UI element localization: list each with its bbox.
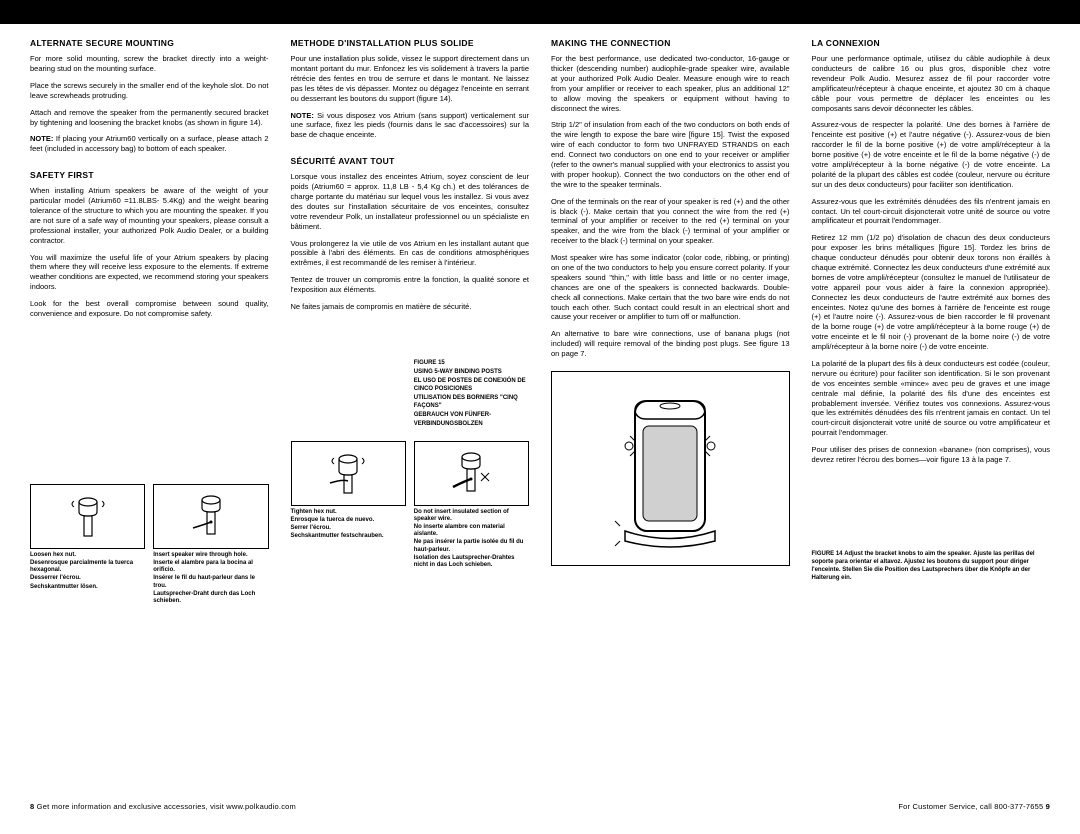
caption-line: Desserrer l'écrou. — [30, 575, 145, 582]
note-label: NOTE: — [30, 134, 53, 143]
body-text: For more solid mounting, screw the brack… — [30, 54, 269, 74]
page-footer: 8 Get more information and exclusive acc… — [0, 802, 1080, 812]
caption-line: Tighten hex nut. — [291, 509, 406, 516]
column-3: MAKING THE CONNECTION For the best perfo… — [551, 36, 790, 796]
footer-right: For Customer Service, call 800-377-7655 … — [898, 802, 1050, 812]
figure-row-right: Tighten hex nut. Enrosque la tuerca de n… — [291, 441, 530, 571]
page-number-left: 8 — [30, 802, 34, 811]
header-bar — [0, 0, 1080, 24]
body-text: Assurez-vous que les extrémités dénudées… — [812, 197, 1051, 227]
figure-item-a: Loosen hex nut. Desenrosque parcialmente… — [30, 484, 145, 606]
body-text: Look for the best overall compromise bet… — [30, 299, 269, 319]
caption-line: GEBRAUCH VON FÜNFER-VERBINDUNGSBOLZEN — [414, 411, 529, 427]
caption-line: Do not insert insulated section of speak… — [414, 509, 529, 523]
body-text: Attach and remove the speaker from the p… — [30, 108, 269, 128]
figure-caption: Insert speaker wire through hole. Insert… — [153, 552, 268, 605]
body-text: La polarité de la plupart des fils à deu… — [812, 359, 1051, 438]
caption-line: Isolation des Lautsprecher-Drahtes nicht… — [414, 555, 529, 569]
figure-caption: Do not insert insulated section of speak… — [414, 509, 529, 570]
heading-alternate-mounting: ALTERNATE SECURE MOUNTING — [30, 38, 269, 49]
body-text: If placing your Atrium60 vertically on a… — [30, 134, 269, 153]
caption-line: Sechskantmutter festschrauben. — [291, 533, 406, 540]
heading-methode-installation: METHODE D'INSTALLATION PLUS SOLIDE — [291, 38, 530, 49]
figure-14-label: FIGURE 14 Adjust the bracket knobs to ai… — [812, 550, 1051, 582]
figure-illustration — [30, 484, 145, 549]
body-text: Tentez de trouver un compromis entre la … — [291, 275, 530, 295]
caption-line: UTILISATION DES BORNIERS "CINQ FAÇONS" — [414, 394, 529, 410]
page-number-right: 9 — [1046, 802, 1050, 811]
body-text: NOTE: Si vous disposez vos Atrium (sans … — [291, 111, 530, 141]
caption-line: Serrer l'écrou. — [291, 525, 406, 532]
body-text: One of the terminals on the rear of your… — [551, 197, 790, 246]
heading-la-connexion: LA CONNEXION — [812, 38, 1051, 49]
caption-line: Insert speaker wire through hole. — [153, 552, 268, 559]
heading-safety-first: SAFETY FIRST — [30, 170, 269, 181]
body-text: When installing Atrium speakers be aware… — [30, 186, 269, 245]
heading-making-connection: MAKING THE CONNECTION — [551, 38, 790, 49]
caption-line: Desenrosque parcialmente la tuerca hexag… — [30, 560, 145, 574]
note-label: NOTE: — [291, 111, 314, 120]
column-1: ALTERNATE SECURE MOUNTING For more solid… — [30, 36, 269, 796]
caption-line: Sechskantmutter lösen. — [30, 584, 145, 591]
body-text: An alternative to bare wire connections,… — [551, 329, 790, 359]
body-text: Pour une performance optimale, utilisez … — [812, 54, 1051, 113]
footer-left: 8 Get more information and exclusive acc… — [30, 802, 296, 812]
body-text: Pour utiliser des prises de connexion «b… — [812, 445, 1051, 465]
figure-illustration — [291, 441, 406, 506]
body-text: Place the screws securely in the smaller… — [30, 81, 269, 101]
body-text: For the best performance, use dedicated … — [551, 54, 790, 113]
body-text: Retirez 12 mm (1/2 po) d'isolation de ch… — [812, 233, 1051, 352]
body-text: Ne faites jamais de compromis en matière… — [291, 302, 530, 312]
caption-line: Adjust the bracket knobs to aim the spea… — [844, 551, 971, 557]
figure-14-illustration — [551, 371, 790, 566]
figure-illustration — [153, 484, 268, 549]
caption-line: Insérer le fil du haut-parleur dans le t… — [153, 575, 268, 589]
body-text: Most speaker wire has some indicator (co… — [551, 253, 790, 322]
caption-line: Ne pas insérer la partie isolée du fil d… — [414, 539, 529, 553]
footer-text-right: For Customer Service, call 800-377-7655 — [898, 802, 1043, 811]
caption-line: Inserte el alambre para la bocina al ori… — [153, 560, 268, 574]
caption-line: FIGURE 14 — [812, 551, 843, 557]
caption-line: EL USO DE POSTES DE CONEXIÓN DE CINCO PO… — [414, 377, 529, 393]
figure-caption: Tighten hex nut. Enrosque la tuerca de n… — [291, 509, 406, 541]
body-text: NOTE: If placing your Atrium60 verticall… — [30, 134, 269, 154]
figure-item-b: Insert speaker wire through hole. Insert… — [153, 484, 268, 606]
body-text: Pour une installation plus solide, visse… — [291, 54, 530, 103]
body-text: You will maximize the useful life of you… — [30, 253, 269, 293]
figure-caption: Loosen hex nut. Desenrosque parcialmente… — [30, 552, 145, 591]
column-4: LA CONNEXION Pour une performance optima… — [812, 36, 1051, 796]
body-text: Vous prolongerez la vie utile de vos Atr… — [291, 239, 530, 269]
body-text: Strip 1/2" of insulation from each of th… — [551, 120, 790, 189]
footer-text-left: Get more information and exclusive acces… — [37, 802, 296, 811]
column-2: METHODE D'INSTALLATION PLUS SOLIDE Pour … — [291, 36, 530, 796]
body-text: Si vous disposez vos Atrium (sans suppor… — [291, 111, 530, 140]
figure-item-c: Tighten hex nut. Enrosque la tuerca de n… — [291, 441, 406, 571]
page-content: ALTERNATE SECURE MOUNTING For more solid… — [0, 24, 1080, 802]
caption-line: Loosen hex nut. — [30, 552, 145, 559]
caption-line: FIGURE 15 — [414, 359, 529, 367]
figure-row-left: Loosen hex nut. Desenrosque parcialmente… — [30, 484, 269, 606]
heading-securite: SÉCURITÉ AVANT TOUT — [291, 156, 530, 167]
caption-line: Lautsprecher-Draht durch das Loch schieb… — [153, 591, 268, 605]
figure-illustration — [414, 441, 529, 506]
figure-item-d: Do not insert insulated section of speak… — [414, 441, 529, 571]
figure-15-label: FIGURE 15 USING 5-WAY BINDING POSTS EL U… — [414, 359, 529, 429]
body-text: Assurez-vous de respecter la polarité. U… — [812, 120, 1051, 189]
caption-line: No inserte alambre con material aislante… — [414, 524, 529, 538]
caption-line: Stellen Sie die Position des Lautspreche… — [812, 567, 1031, 581]
caption-line: Enrosque la tuerca de nuevo. — [291, 517, 406, 524]
body-text: Lorsque vous installez des enceintes Atr… — [291, 172, 530, 231]
caption-line: USING 5-WAY BINDING POSTS — [414, 368, 529, 376]
